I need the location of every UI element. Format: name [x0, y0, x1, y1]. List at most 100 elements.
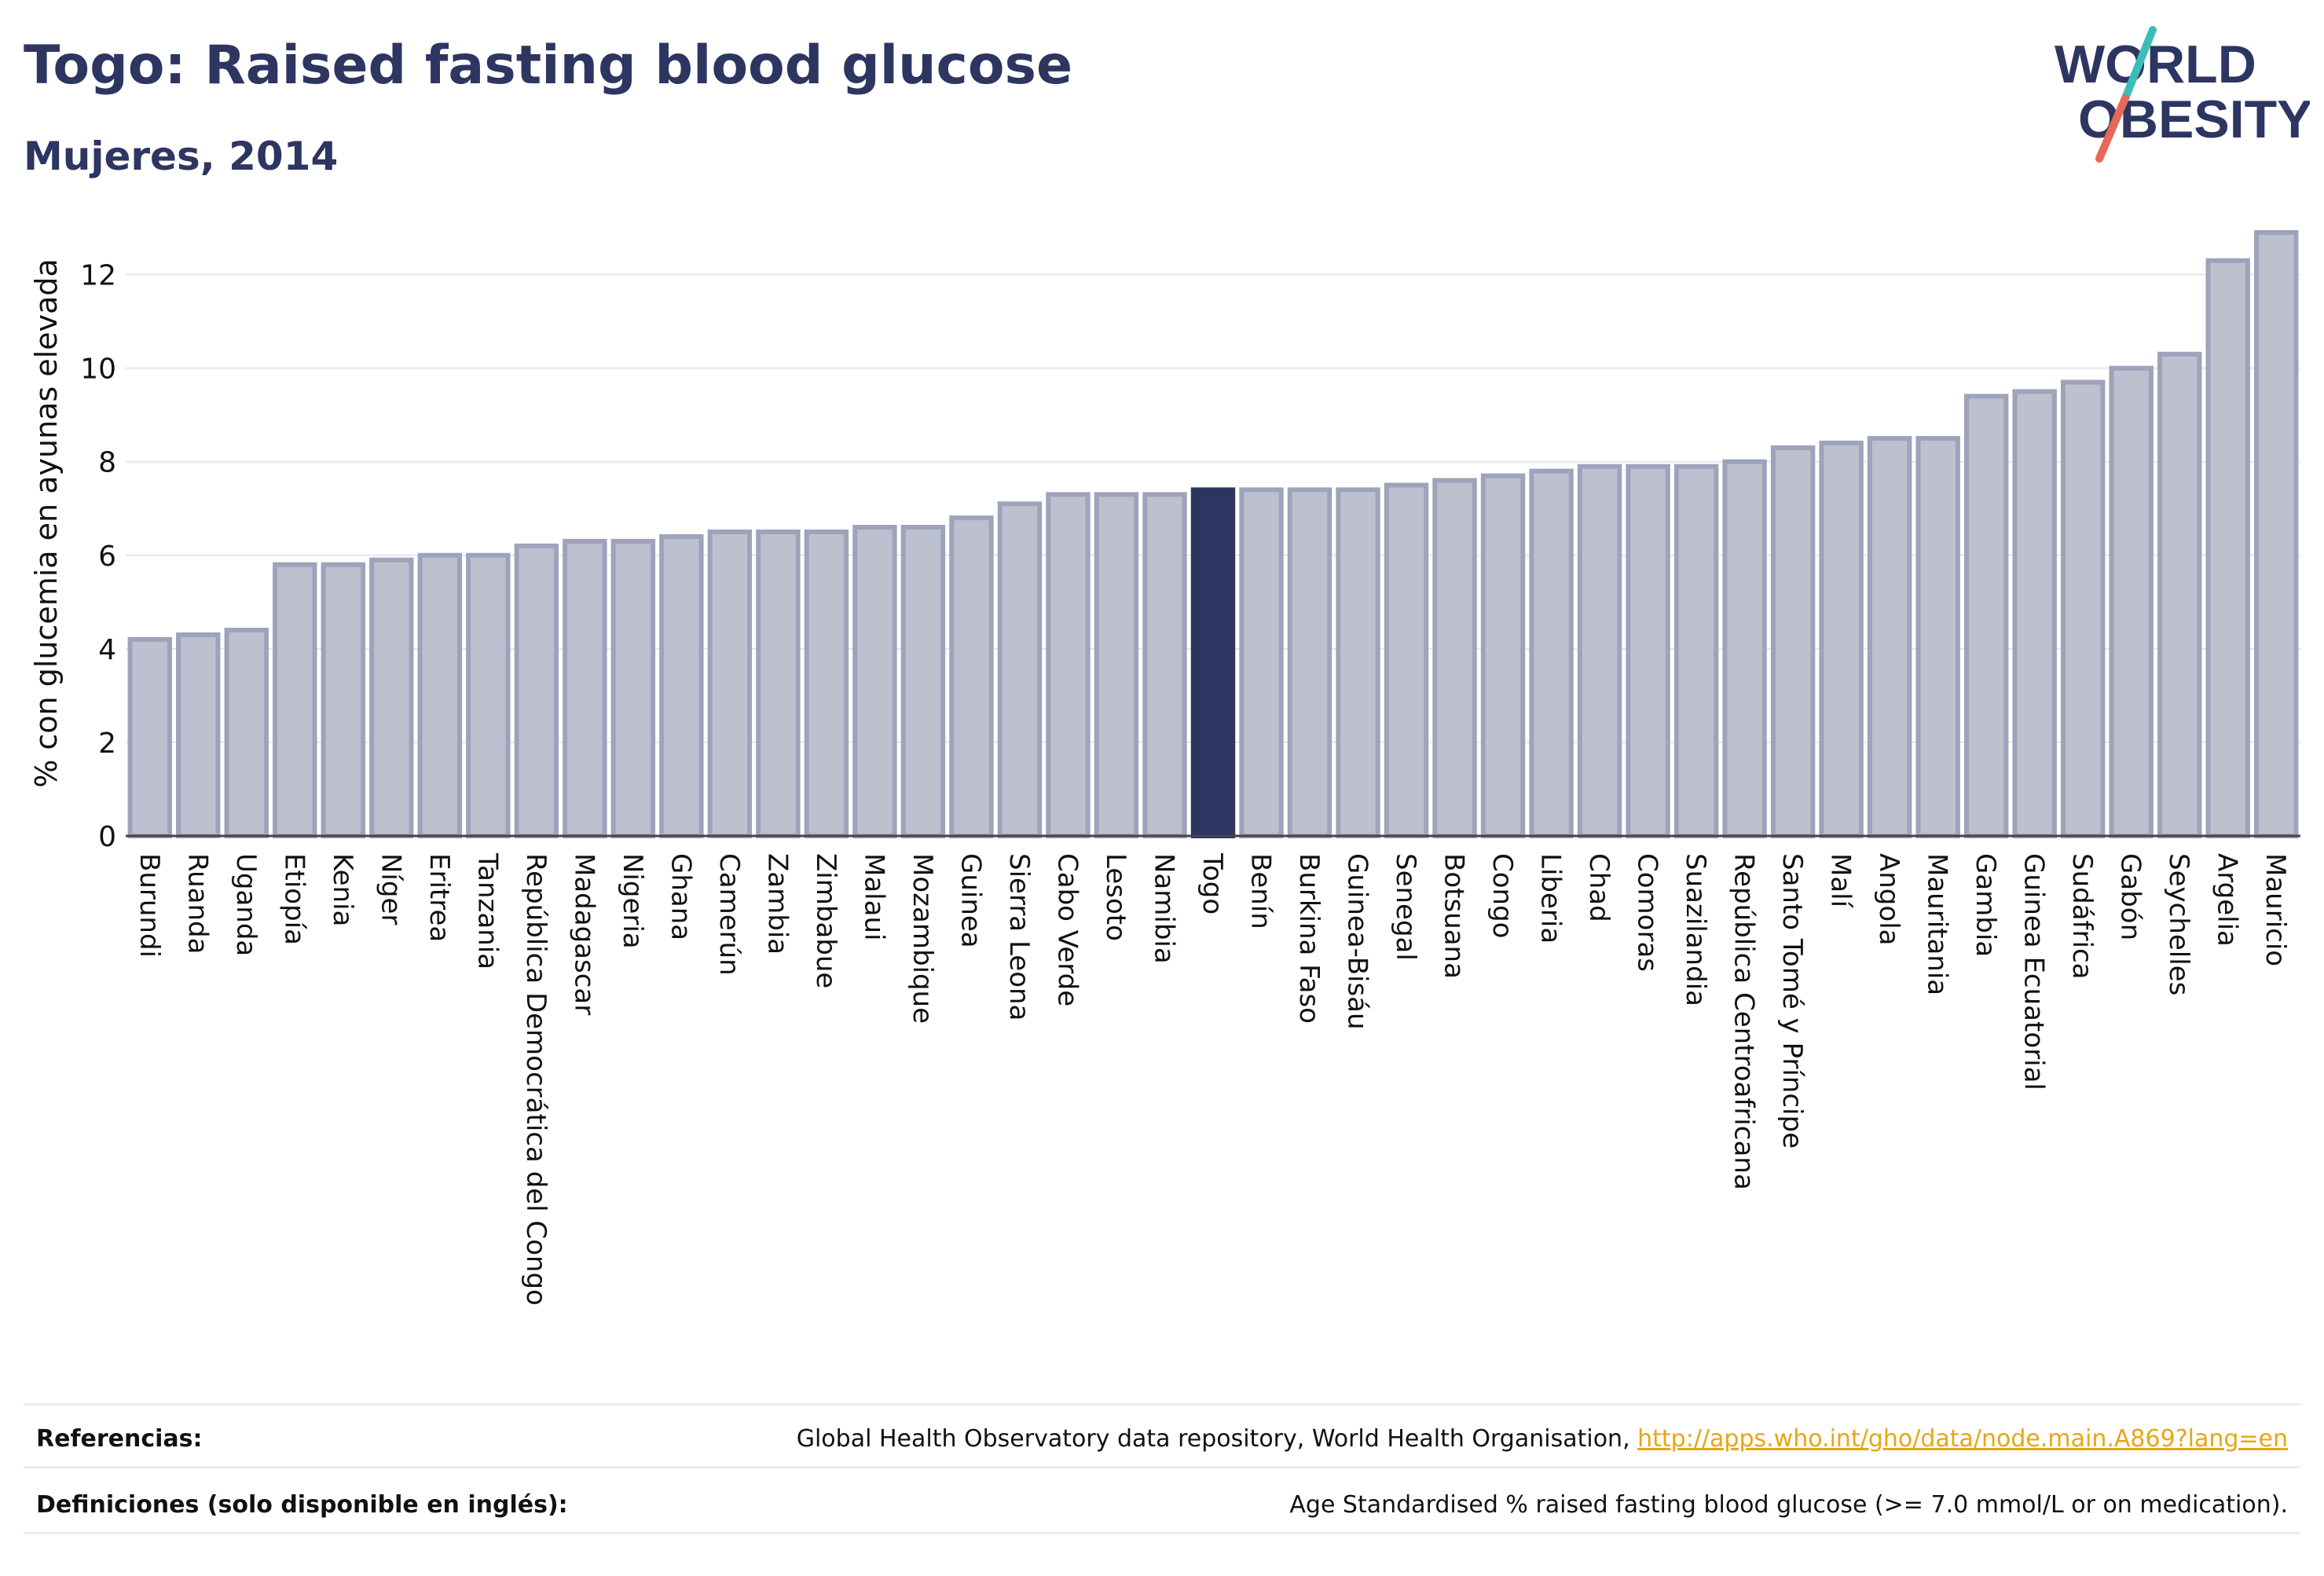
bar	[1673, 464, 1719, 839]
x-tick-label: Burkina Faso	[1293, 853, 1325, 1024]
bar	[1384, 482, 1429, 838]
world-obesity-logo: WORLD OBESITY	[2055, 26, 2310, 163]
x-tick-label: Suazilandia	[1680, 853, 1711, 1006]
x-tick-label: Madagascar	[568, 853, 599, 1015]
definitions-label: Definiciones (solo disponible en inglés)…	[36, 1491, 568, 1519]
x-tick-label: Guinea	[955, 853, 986, 948]
x-tick-label: Argelia	[2212, 853, 2243, 947]
x-tick-label: Seychelles	[2163, 853, 2194, 995]
bar	[1239, 487, 1284, 839]
x-tick-label: Chad	[1583, 853, 1615, 922]
logo-slash-teal	[2121, 26, 2157, 102]
bar	[1046, 492, 1091, 838]
bar	[1432, 478, 1477, 838]
bar	[1626, 464, 1670, 839]
x-tick-label: Etiopía	[278, 853, 310, 945]
x-tick-label: Santo Tomé y Príncipe	[1776, 853, 1808, 1149]
footer-divider-middle	[24, 1466, 2300, 1468]
x-tick-label: República Democrática del Congo	[520, 853, 552, 1306]
bar	[466, 552, 511, 838]
x-tick-label: Mozambique	[907, 853, 938, 1024]
bar	[1142, 492, 1187, 838]
bar	[707, 530, 753, 838]
y-tick-label: 4	[98, 634, 116, 666]
x-tick-label: Níger	[375, 853, 406, 925]
bar	[1963, 394, 2009, 839]
bar	[514, 543, 559, 838]
y-tick-label: 2	[98, 728, 116, 760]
x-tick-label: Kenia	[327, 853, 358, 926]
x-tick-label: Zambia	[761, 853, 793, 955]
bar	[900, 525, 946, 838]
x-tick-label: Mauritania	[1922, 853, 1953, 995]
definitions-text: Age Standardised % raised fasting blood …	[1289, 1491, 2288, 1519]
bar	[659, 533, 704, 838]
bar	[224, 628, 269, 838]
bar-highlight	[1190, 487, 1236, 839]
x-tick-label: Gambia	[1970, 853, 2001, 957]
bar	[176, 632, 221, 838]
bar	[1094, 492, 1139, 838]
bar	[1915, 435, 1960, 839]
bars-layer	[126, 229, 2300, 839]
x-tick-label: Uganda	[230, 853, 262, 956]
x-tick-label: Togo	[1197, 852, 1228, 914]
bar	[273, 562, 317, 839]
x-tick-label: Zimbabue	[810, 853, 841, 988]
bar	[1336, 487, 1380, 839]
bar	[1867, 435, 1912, 839]
bar	[1529, 468, 1574, 838]
x-tick-label: Comoras	[1632, 853, 1663, 972]
references-label: Referencias:	[36, 1425, 203, 1453]
bar	[852, 525, 897, 838]
y-tick-label: 8	[98, 447, 116, 479]
bar	[321, 562, 366, 839]
x-tick-label: Ghana	[665, 853, 696, 940]
x-axis-labels: Burundi Ruanda Uganda Etiopía Kenia Níger Erit…	[134, 852, 2291, 1306]
x-tick-label: Sudáfrica	[2066, 853, 2098, 979]
bar	[949, 515, 994, 839]
x-tick-label: Guinea-Bisáu	[1342, 853, 1373, 1030]
x-tick-label: Namibia	[1148, 853, 1179, 964]
bar	[2157, 351, 2202, 838]
y-axis-label: % con glucemia en ayunas elevada	[29, 258, 64, 788]
x-tick-label: Senegal	[1390, 853, 1421, 961]
logo-slash-red	[2095, 94, 2129, 163]
x-tick-label: Guinea Ecuatorial	[2018, 853, 2050, 1090]
bar	[997, 501, 1043, 838]
x-tick-label: Botsuana	[1439, 853, 1470, 979]
y-tick-label: 6	[98, 541, 116, 573]
x-tick-label: Gabón	[2115, 853, 2146, 940]
bar	[2109, 365, 2154, 839]
x-tick-label: Sierra Leona	[1003, 853, 1035, 1021]
x-tick-label: Malí	[1825, 853, 1857, 909]
x-tick-label: República Centroafricana	[1728, 853, 1760, 1190]
bar	[1770, 445, 1816, 838]
bar	[756, 530, 801, 838]
chart-subtitle: Mujeres, 2014	[24, 134, 339, 179]
footer-divider-bottom	[24, 1532, 2300, 1534]
references-link[interactable]: http://apps.who.int/gho/data/node.main.A…	[1637, 1425, 2288, 1453]
bar	[1480, 473, 1526, 838]
bar	[563, 538, 607, 839]
x-tick-label: Congo	[1486, 853, 1518, 938]
x-tick-label: Mauricio	[2260, 853, 2291, 966]
x-tick-label: Angola	[1873, 853, 1904, 945]
footer-divider-top	[24, 1403, 2300, 1406]
bar	[804, 530, 849, 838]
bar	[2060, 379, 2106, 838]
bar	[417, 552, 463, 838]
x-tick-label: Burundi	[134, 853, 165, 958]
bar	[1722, 459, 1767, 838]
x-tick-label: Cabo Verde	[1051, 853, 1083, 1006]
x-tick-label: Benín	[1245, 853, 1277, 929]
y-tick-label: 0	[98, 821, 116, 853]
x-tick-label: Ruanda	[181, 853, 213, 954]
x-tick-label: Camerún	[713, 853, 745, 976]
references-text: Global Health Observatory data repositor…	[797, 1425, 2288, 1453]
x-tick-label: Lesoto	[1100, 853, 1131, 941]
y-tick-label: 10	[80, 354, 116, 386]
bar	[2254, 229, 2299, 838]
x-tick-label: Tanzania	[471, 852, 503, 969]
y-tick-label: 12	[80, 260, 116, 292]
